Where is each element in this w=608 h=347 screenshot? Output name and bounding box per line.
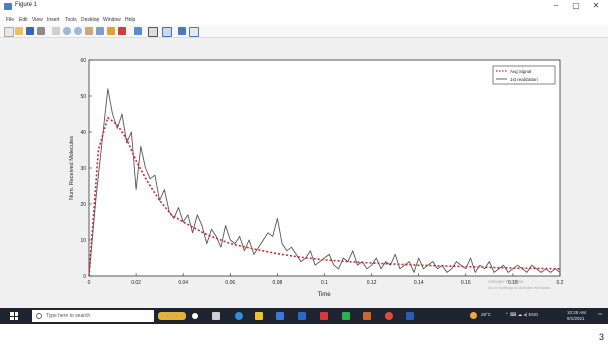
weather-temperature[interactable]: 28°C — [481, 312, 492, 317]
system-tray-icons[interactable]: ⌃ ⌨ ☁ ◂) ENG — [505, 312, 539, 317]
menu-edit[interactable]: Edit — [19, 17, 28, 23]
legend-icon[interactable] — [148, 27, 158, 37]
maximize-button[interactable]: ▢ — [572, 1, 580, 10]
x-tick-label: 0 — [88, 280, 91, 286]
x-tick-label: 0.06 — [225, 280, 235, 286]
page-number: 3 — [598, 332, 604, 342]
figure-toolbar — [0, 25, 608, 38]
activate-windows-watermark-subtitle: Go to Settings to activate Windows. — [488, 285, 551, 290]
brush-icon[interactable] — [118, 27, 126, 35]
rotate-icon[interactable] — [96, 27, 104, 35]
save-icon[interactable] — [26, 27, 34, 35]
dock-icon[interactable] — [189, 27, 199, 37]
plot-svg: 0 0.02 0.04 0.06 0.08 0.1 0.12 0.14 0.16 0.18 0.2 … — [69, 58, 564, 298]
figure-canvas: 0 0.02 0.04 0.06 0.08 0.1 0.12 0.14 0.16 0.18 0.2 … — [0, 38, 608, 306]
y-tick-label: 60 — [80, 58, 86, 64]
zoom-out-icon[interactable] — [74, 27, 82, 35]
menu-file[interactable]: File — [6, 17, 15, 23]
window-title: Figure 1 — [15, 2, 38, 8]
search-placeholder: Type here to search — [46, 313, 91, 319]
matlab-figure-icon — [4, 3, 12, 10]
green-app-icon[interactable] — [342, 312, 350, 320]
y-axis-label: Num. Received Molecules — [69, 136, 75, 200]
menu-desktop[interactable]: Desktop — [81, 17, 100, 23]
matlab-figure-window: Figure 1 – ▢ ✕ File Edit View Insert Too… — [0, 0, 608, 308]
print-icon[interactable] — [37, 27, 45, 35]
menu-view[interactable]: View — [32, 17, 43, 23]
open-icon[interactable] — [15, 27, 23, 35]
menu-insert[interactable]: Insert — [47, 17, 60, 23]
avg-signal-line — [88, 116, 561, 277]
x-tick-label: 0.14 — [414, 280, 424, 286]
edge-browser-icon[interactable] — [235, 312, 243, 320]
x-tick-label: 0.1 — [321, 280, 328, 286]
word-icon[interactable] — [406, 312, 414, 320]
pan-icon[interactable] — [85, 27, 93, 35]
file-explorer-icon[interactable] — [255, 312, 263, 320]
store-icon[interactable] — [276, 312, 284, 320]
pointer-icon[interactable] — [52, 27, 60, 35]
close-button[interactable]: ✕ — [592, 1, 600, 10]
clock-date[interactable]: 9/1/2021 — [567, 316, 585, 321]
x-tick-label: 0.08 — [273, 280, 283, 286]
x-tick-label: 0.16 — [461, 280, 471, 286]
legend[interactable]: Avg Signal 1st realization — [492, 65, 556, 85]
x-tick-label: 0.18 — [508, 280, 518, 286]
clock-time[interactable]: 10:28 AM — [567, 310, 587, 315]
property-icon[interactable] — [178, 27, 186, 35]
chrome-icon[interactable] — [385, 312, 393, 320]
activate-windows-watermark-title: Activate Windows — [488, 279, 524, 284]
matlab-icon[interactable] — [363, 312, 371, 320]
task-view-icon[interactable] — [212, 312, 220, 320]
media-app-icon[interactable] — [320, 312, 328, 320]
notification-icon[interactable]: ▭ — [598, 311, 603, 316]
legend-avg-signal-label: Avg Signal — [510, 69, 531, 74]
menu-window[interactable]: Window — [103, 17, 121, 23]
zoom-in-icon[interactable] — [63, 27, 71, 35]
weather-icon[interactable] — [470, 312, 477, 319]
minimize-button[interactable]: – — [553, 1, 559, 10]
x-axis-label: Time — [317, 292, 331, 298]
search-icon — [36, 313, 42, 319]
legend-box — [492, 65, 556, 85]
x-tick-label: 0.02 — [131, 280, 141, 286]
y-tick-label: 40 — [80, 130, 86, 136]
y-tick-label: 10 — [80, 238, 86, 244]
windows-taskbar: Type here to search 28°C ⌃ ⌨ ☁ ◂) ENG 10… — [0, 308, 608, 324]
y-tick-label: 30 — [80, 166, 86, 172]
axes-box — [88, 59, 561, 277]
x-tick-label: 0.12 — [367, 280, 377, 286]
y-tick-label: 20 — [80, 202, 86, 208]
menu-bar: File Edit View Insert Tools Desktop Wind… — [0, 14, 608, 25]
windows-start-icon[interactable] — [10, 312, 18, 320]
menu-tools[interactable]: Tools — [65, 17, 77, 23]
data-cursor-icon[interactable] — [107, 27, 115, 35]
y-tick-label: 0 — [83, 274, 86, 280]
x-tick-label: 0.2 — [557, 280, 564, 286]
menu-help[interactable]: Help — [125, 17, 136, 23]
mail-icon[interactable] — [298, 312, 306, 320]
title-bar: Figure 1 – ▢ ✕ — [0, 0, 608, 14]
taskbar-search-box[interactable]: Type here to search — [32, 310, 154, 322]
legend-realization-label: 1st realization — [510, 77, 538, 82]
cortana-icon[interactable] — [192, 313, 198, 319]
new-figure-icon[interactable] — [4, 27, 14, 37]
colorbar-icon[interactable] — [134, 27, 142, 35]
grid-icon[interactable] — [162, 27, 172, 37]
x-tick-label: 0.04 — [178, 280, 188, 286]
y-tick-label: 50 — [80, 94, 86, 100]
taskbar-widget-icon[interactable] — [158, 312, 186, 320]
